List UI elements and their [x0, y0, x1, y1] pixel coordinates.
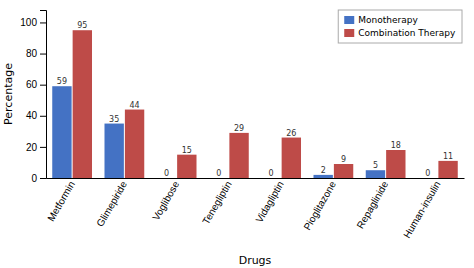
data-label: 95 [77, 21, 87, 30]
bar [104, 124, 123, 178]
y-tick: 60 [26, 79, 46, 90]
x-tick-label: Glimepiride [94, 179, 129, 229]
y-tick-mark [40, 178, 46, 179]
bar [366, 170, 385, 178]
y-tick-label: 60 [26, 79, 38, 90]
data-label: 9 [341, 155, 346, 164]
data-label: 18 [391, 141, 401, 150]
legend-label: Combination Therapy [358, 28, 456, 38]
y-tick-mark [40, 54, 46, 55]
bar-series [73, 30, 458, 178]
y-tick: 80 [26, 48, 46, 59]
y-tick-label: 80 [26, 48, 38, 59]
x-tick: Repaglinide [354, 178, 390, 231]
x-tick: Pioglitazone [301, 178, 338, 232]
legend-label: Monotherapy [358, 15, 418, 25]
x-tick: Human-insulin [401, 178, 442, 240]
x-axis-line [47, 178, 465, 179]
y-tick-label: 100 [20, 17, 37, 28]
y-tick-mark [40, 147, 46, 148]
y-tick-label: 0 [31, 173, 37, 184]
y-axis-title: Percentage [2, 63, 15, 125]
bar [125, 110, 144, 178]
data-label: 0 [164, 169, 169, 178]
x-tick: Glimepiride [94, 178, 129, 229]
data-label: 5 [373, 161, 378, 170]
x-tick-label: Voglibose [150, 179, 181, 222]
bar [177, 155, 196, 178]
y-tick-mark [40, 22, 46, 23]
data-label: 0 [425, 169, 430, 178]
y-tick-mark [40, 85, 46, 86]
data-label: 0 [216, 169, 221, 178]
bar-series [52, 86, 385, 178]
chart: 020406080100MetforminGlimepirideVoglibos… [0, 0, 474, 268]
y-tick-mark [40, 116, 46, 117]
legend-item: Monotherapy [344, 15, 418, 25]
y-tick: 100 [20, 17, 46, 28]
x-tick: Vidagliptin [253, 178, 286, 225]
data-label: 15 [182, 146, 192, 155]
bar [282, 138, 301, 178]
y-axis: 0 20 40 60 80 100 [20, 11, 46, 184]
legend-item: Combination Therapy [344, 28, 456, 38]
bar [386, 150, 405, 178]
bar [334, 164, 353, 178]
x-tick-label: Tenegliptin [200, 179, 233, 226]
data-label: 59 [57, 77, 67, 86]
bar [313, 175, 332, 178]
y-tick-label: 20 [26, 142, 38, 153]
y-tick: 20 [26, 142, 46, 153]
data-label: 44 [129, 101, 139, 110]
y-tick: 0 [31, 173, 46, 184]
x-axis: Metformin Glimepiride Voglibose Tenegliptin… [45, 178, 464, 240]
data-label: 0 [268, 169, 273, 178]
bar [73, 30, 92, 178]
x-tick: Tenegliptin [200, 178, 233, 226]
data-label: 26 [286, 129, 296, 138]
x-tick-label: Repaglinide [354, 179, 390, 231]
x-tick: Voglibose [150, 178, 181, 222]
data-labels: 59 35 0 0 0 2 5 0 95 44 15 29 26 9 18 11 [57, 21, 453, 178]
bars [52, 30, 458, 178]
legend-swatch [344, 29, 354, 37]
x-tick-label: Human-insulin [401, 179, 442, 240]
legend-swatch [344, 16, 354, 24]
y-tick: 40 [26, 110, 46, 121]
data-label: 2 [321, 166, 326, 175]
plot: 020406080100MetforminGlimepirideVoglibos… [20, 10, 464, 240]
data-label: 35 [109, 115, 119, 124]
x-axis-title: Drugs [239, 254, 272, 267]
bar [52, 86, 71, 178]
bar [438, 161, 457, 178]
y-tick-label: 40 [26, 110, 38, 121]
data-label: 11 [443, 152, 453, 161]
legend-frame [338, 10, 462, 43]
x-tick-label: Pioglitazone [301, 179, 338, 232]
x-tick: Metformin [45, 178, 77, 223]
bar [229, 133, 248, 178]
x-tick-label: Metformin [45, 179, 77, 223]
data-label: 29 [234, 124, 244, 133]
x-tick-label: Vidagliptin [253, 179, 286, 224]
y-axis-line [40, 11, 47, 179]
legend: Monotherapy Combination Therapy [338, 10, 462, 43]
